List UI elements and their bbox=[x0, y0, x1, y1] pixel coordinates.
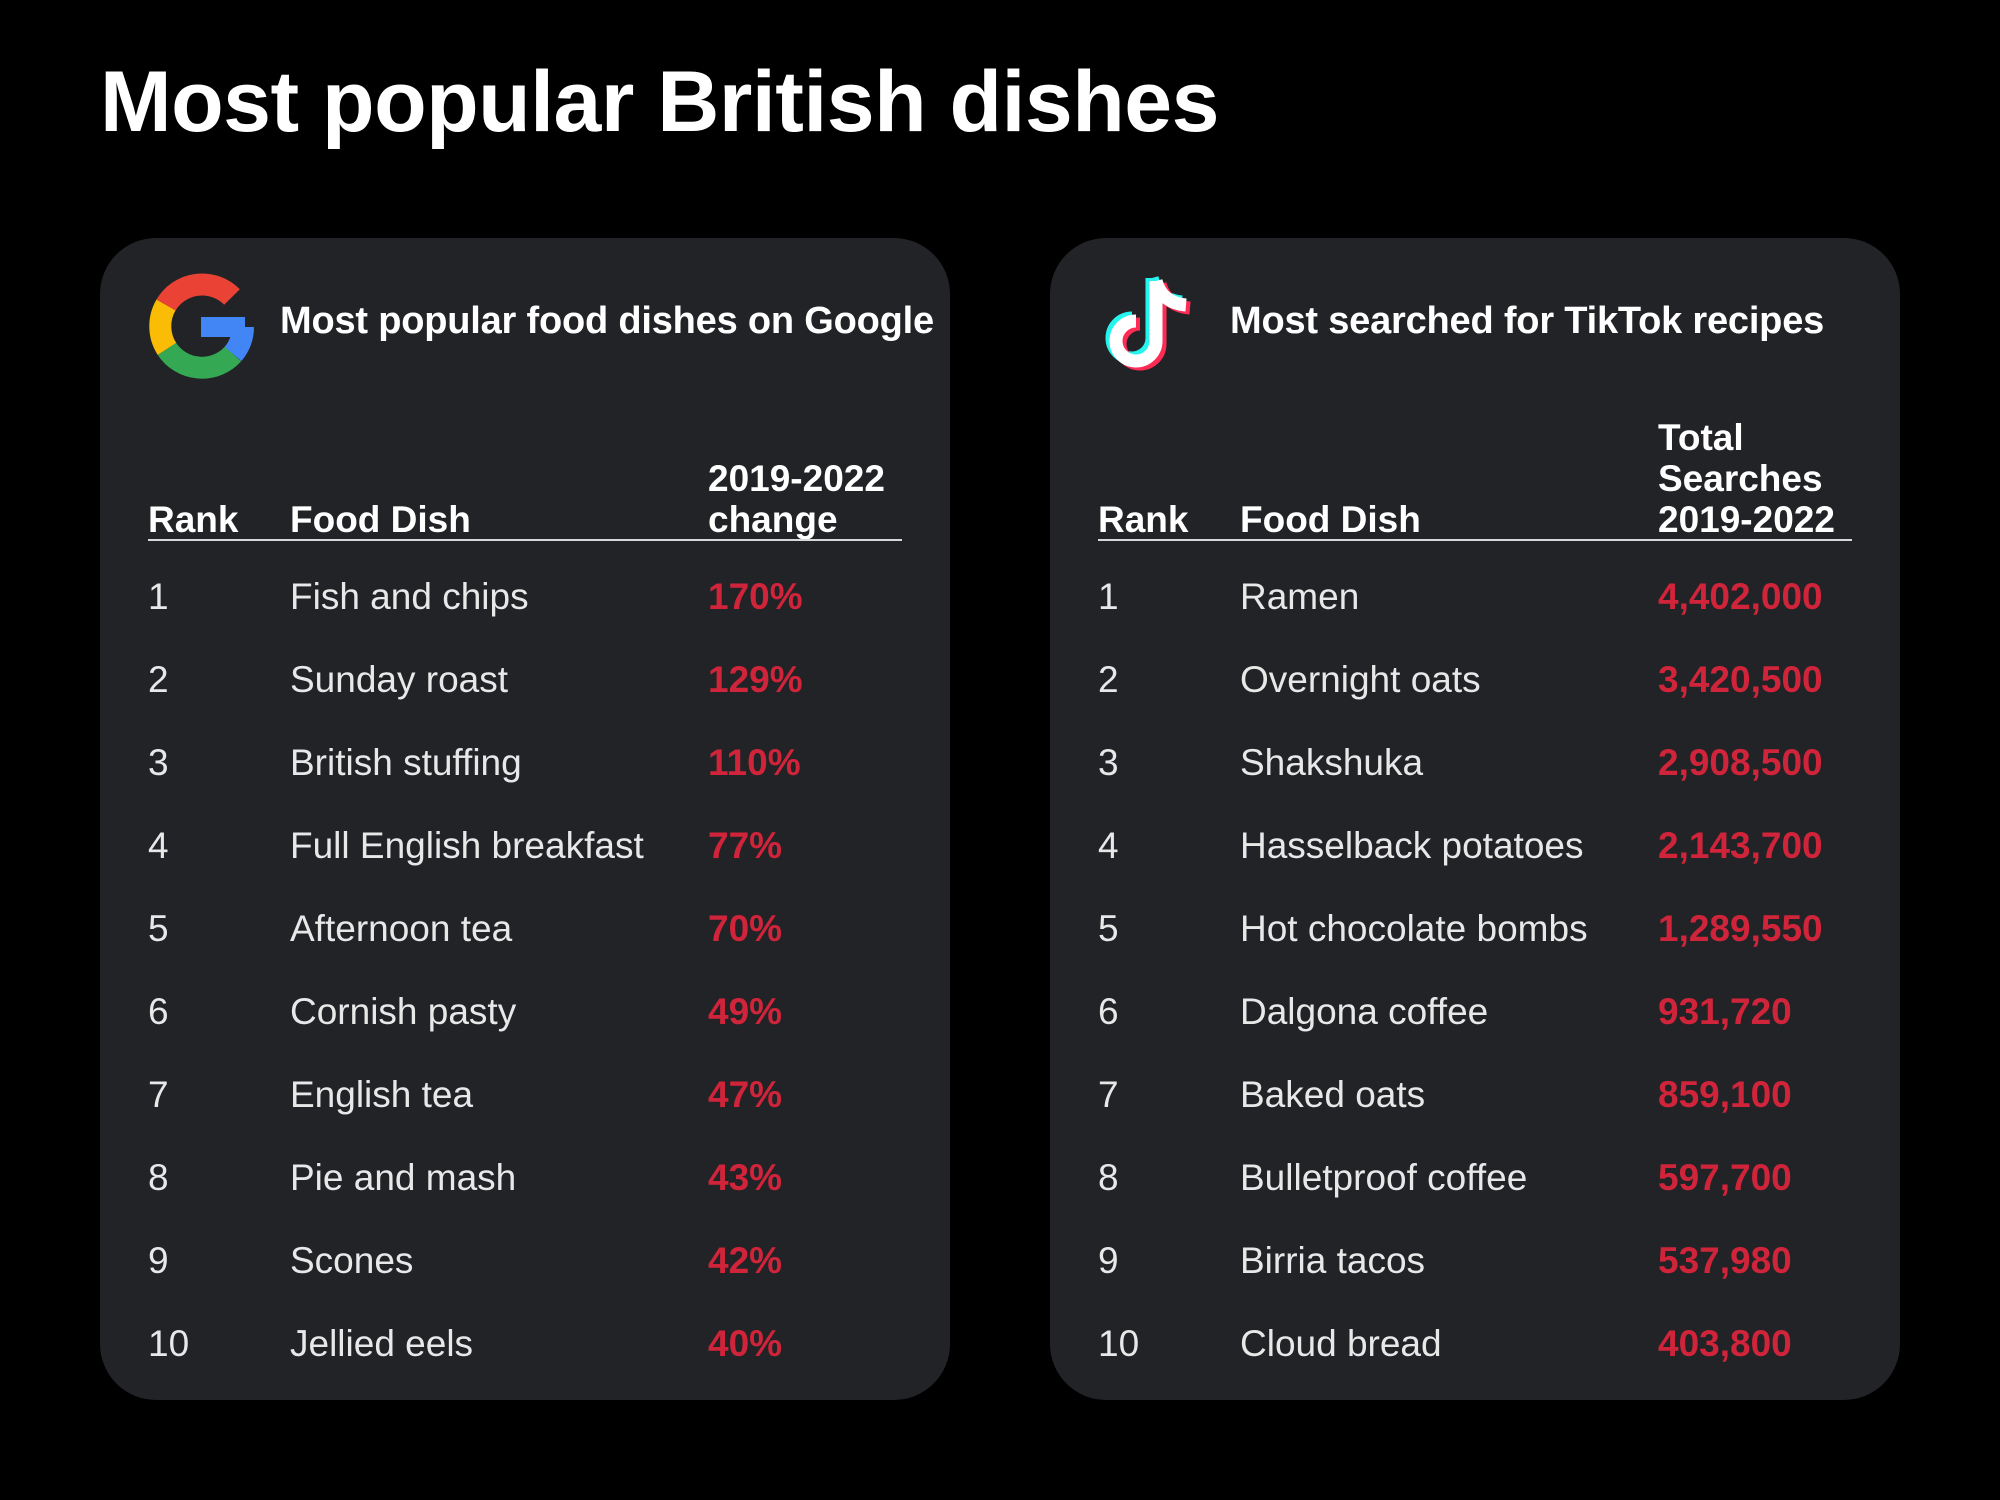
value-cell: 4,402,000 bbox=[1658, 576, 1823, 617]
table-row: 7 English tea 47% bbox=[100, 1072, 950, 1155]
table-row: 1 Fish and chips 170% bbox=[100, 574, 950, 657]
page-title: Most popular British dishes bbox=[100, 54, 1219, 150]
value-cell: 77% bbox=[708, 825, 783, 866]
dish-cell: Bulletproof coffee bbox=[1240, 1157, 1528, 1198]
table-row: 2 Sunday roast 129% bbox=[100, 657, 950, 740]
tiktok-ranking-card: Most searched for TikTok recipes Rank Fo… bbox=[1050, 238, 1900, 1400]
table-row: 7 Baked oats 859,100 bbox=[1050, 1072, 1900, 1155]
rank-cell: 8 bbox=[148, 1157, 169, 1198]
card-title: Most popular food dishes on Google bbox=[280, 300, 934, 342]
rank-cell: 3 bbox=[1098, 742, 1119, 783]
column-header-food-dish: Food Dish bbox=[290, 499, 471, 540]
dish-cell: Overnight oats bbox=[1240, 659, 1481, 700]
value-cell: 931,720 bbox=[1658, 991, 1792, 1032]
rank-cell: 3 bbox=[148, 742, 169, 783]
rank-cell: 8 bbox=[1098, 1157, 1119, 1198]
dish-cell: Hasselback potatoes bbox=[1240, 825, 1584, 866]
header-divider bbox=[1098, 539, 1852, 541]
rank-cell: 1 bbox=[1098, 576, 1119, 617]
table-row: 6 Cornish pasty 49% bbox=[100, 989, 950, 1072]
rank-cell: 4 bbox=[148, 825, 169, 866]
value-cell: 170% bbox=[708, 576, 803, 617]
value-cell: 70% bbox=[708, 908, 783, 949]
table-row: 9 Birria tacos 537,980 bbox=[1050, 1238, 1900, 1321]
dish-cell: Shakshuka bbox=[1240, 742, 1424, 783]
value-cell: 49% bbox=[708, 991, 783, 1032]
table-row: 8 Pie and mash 43% bbox=[100, 1155, 950, 1238]
dish-cell: English tea bbox=[290, 1074, 474, 1115]
table-row: 8 Bulletproof coffee 597,700 bbox=[1050, 1155, 1900, 1238]
rank-cell: 10 bbox=[148, 1323, 190, 1364]
table-row: 10 Jellied eels 40% bbox=[100, 1321, 950, 1404]
google-logo-icon bbox=[146, 271, 256, 381]
rank-cell: 6 bbox=[148, 991, 169, 1032]
rank-cell: 5 bbox=[1098, 908, 1119, 949]
table-row: 10 Cloud bread 403,800 bbox=[1050, 1321, 1900, 1404]
value-cell: 403,800 bbox=[1658, 1323, 1792, 1364]
rank-cell: 10 bbox=[1098, 1323, 1140, 1364]
column-header-change: 2019-2022 change bbox=[708, 458, 885, 540]
table-row: 2 Overnight oats 3,420,500 bbox=[1050, 657, 1900, 740]
dish-cell: Sunday roast bbox=[290, 659, 509, 700]
value-cell: 859,100 bbox=[1658, 1074, 1792, 1115]
value-cell: 537,980 bbox=[1658, 1240, 1792, 1281]
dish-cell: Pie and mash bbox=[290, 1157, 517, 1198]
dish-cell: Ramen bbox=[1240, 576, 1360, 617]
rank-cell: 2 bbox=[148, 659, 169, 700]
rank-cell: 7 bbox=[148, 1074, 169, 1115]
rank-cell: 9 bbox=[1098, 1240, 1119, 1281]
value-cell: 47% bbox=[708, 1074, 783, 1115]
dish-cell: Cloud bread bbox=[1240, 1323, 1442, 1364]
card-title: Most searched for TikTok recipes bbox=[1230, 300, 1825, 342]
value-cell: 597,700 bbox=[1658, 1157, 1792, 1198]
value-cell: 129% bbox=[708, 659, 803, 700]
dish-cell: British stuffing bbox=[290, 742, 522, 783]
tiktok-logo-icon bbox=[1096, 271, 1206, 381]
rank-cell: 9 bbox=[148, 1240, 169, 1281]
dish-cell: Birria tacos bbox=[1240, 1240, 1426, 1281]
table-row: 4 Full English breakfast 77% bbox=[100, 823, 950, 906]
table-row: 3 Shakshuka 2,908,500 bbox=[1050, 740, 1900, 823]
ranking-table: 1 Ramen 4,402,000 2 Overnight oats 3,420… bbox=[1050, 574, 1900, 1404]
table-row: 4 Hasselback potatoes 2,143,700 bbox=[1050, 823, 1900, 906]
table-row: 1 Ramen 4,402,000 bbox=[1050, 574, 1900, 657]
value-cell: 40% bbox=[708, 1323, 783, 1364]
dish-cell: Scones bbox=[290, 1240, 414, 1281]
dish-cell: Baked oats bbox=[1240, 1074, 1426, 1115]
table-row: 9 Scones 42% bbox=[100, 1238, 950, 1321]
table-row: 6 Dalgona coffee 931,720 bbox=[1050, 989, 1900, 1072]
rank-cell: 4 bbox=[1098, 825, 1119, 866]
ranking-table: 1 Fish and chips 170% 2 Sunday roast 129… bbox=[100, 574, 950, 1404]
value-cell: 42% bbox=[708, 1240, 783, 1281]
value-cell: 2,143,700 bbox=[1658, 825, 1823, 866]
rank-cell: 5 bbox=[148, 908, 169, 949]
dish-cell: Full English breakfast bbox=[290, 825, 644, 866]
dish-cell: Jellied eels bbox=[290, 1323, 474, 1364]
value-cell: 3,420,500 bbox=[1658, 659, 1823, 700]
dish-cell: Hot chocolate bombs bbox=[1240, 908, 1588, 949]
column-header-rank: Rank bbox=[1098, 499, 1189, 540]
value-cell: 1,289,550 bbox=[1658, 908, 1823, 949]
value-cell: 43% bbox=[708, 1157, 783, 1198]
rank-cell: 7 bbox=[1098, 1074, 1119, 1115]
rank-cell: 6 bbox=[1098, 991, 1119, 1032]
table-row: 3 British stuffing 110% bbox=[100, 740, 950, 823]
google-ranking-card: Most popular food dishes on Google Rank … bbox=[100, 238, 950, 1400]
table-row: 5 Hot chocolate bombs 1,289,550 bbox=[1050, 906, 1900, 989]
dish-cell: Dalgona coffee bbox=[1240, 991, 1489, 1032]
column-header-rank: Rank bbox=[148, 499, 239, 540]
rank-cell: 1 bbox=[148, 576, 169, 617]
table-row: 5 Afternoon tea 70% bbox=[100, 906, 950, 989]
value-cell: 110% bbox=[708, 742, 801, 783]
header-divider bbox=[148, 539, 902, 541]
rank-cell: 2 bbox=[1098, 659, 1119, 700]
dish-cell: Cornish pasty bbox=[290, 991, 517, 1032]
column-header-food-dish: Food Dish bbox=[1240, 499, 1421, 540]
dish-cell: Afternoon tea bbox=[290, 908, 513, 949]
column-header-total-searches: Total Searches 2019-2022 bbox=[1658, 417, 1835, 540]
dish-cell: Fish and chips bbox=[290, 576, 529, 617]
value-cell: 2,908,500 bbox=[1658, 742, 1823, 783]
